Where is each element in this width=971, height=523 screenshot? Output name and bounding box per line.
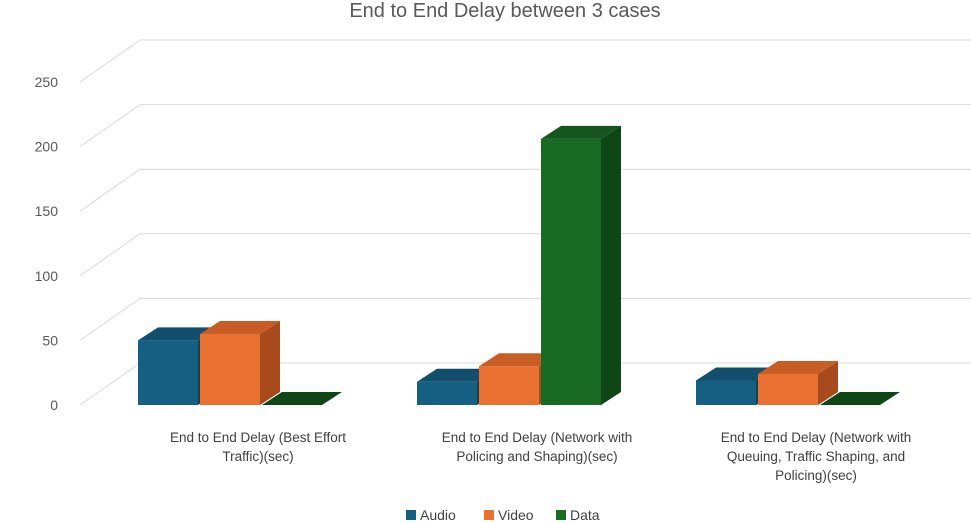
bar-front (417, 381, 477, 405)
category-label-2: End to End Delay (Network with Policing a… (442, 430, 633, 464)
y-tick-label: 150 (35, 203, 59, 219)
legend-swatch-video (484, 510, 494, 520)
bar-top (417, 368, 497, 382)
bar-side (260, 320, 280, 405)
gridline-slant-100 (79, 233, 141, 277)
y-tick-label: 200 (35, 139, 59, 155)
chart-title: End to End Delay between 3 cases (349, 0, 660, 22)
bar-side (601, 125, 621, 406)
gridline-slant-250 (79, 39, 141, 83)
bar-data-3 (820, 392, 900, 405)
gridline-slant-200 (79, 104, 141, 148)
bar-front (541, 138, 601, 405)
category-label-line: Policing)(sec) (775, 468, 857, 483)
bar-video-1 (200, 320, 280, 405)
legend-label-video: Video (498, 507, 534, 523)
y-tick-label: 50 (42, 332, 58, 348)
bar-top (820, 392, 900, 405)
bar-top (696, 367, 776, 381)
bars (138, 125, 900, 406)
category-label-3: End to End Delay (Network with Queuing, T… (721, 430, 912, 483)
bar-front (200, 333, 260, 405)
category-labels: End to End Delay (Best Effort Traffic)(se… (170, 430, 911, 483)
legend-swatch-data (556, 510, 566, 520)
bar-top (262, 392, 342, 405)
y-tick-label: 0 (50, 397, 58, 413)
bar-data-2 (541, 125, 621, 406)
legend-label-data: Data (570, 507, 600, 523)
y-tick-label: 250 (35, 74, 59, 90)
gridline-slant-150 (79, 168, 141, 212)
category-label-line: End to End Delay (Network with (442, 430, 633, 445)
bar-top (479, 353, 559, 367)
y-axis-ticks: 0 50 100 150 200 250 (35, 74, 59, 413)
category-label-line: End to End Delay (Network with (721, 430, 912, 445)
category-label-line: Queuing, Traffic Shaping, and (727, 449, 905, 464)
bar-top (138, 327, 218, 341)
bar-video-3 (758, 360, 838, 405)
gridline-slant-50 (79, 297, 141, 341)
bar-top (541, 125, 621, 139)
bar-front (696, 380, 756, 405)
legend-label-audio: Audio (420, 507, 456, 523)
category-label-line: End to End Delay (Best Effort (170, 430, 346, 445)
gridline-slant-0 (79, 362, 141, 406)
bar-top (758, 360, 838, 374)
bar-front (138, 340, 198, 405)
bar-top (200, 320, 280, 334)
legend: Audio Video Data (406, 507, 600, 523)
category-label-1: End to End Delay (Best Effort Traffic)(se… (170, 430, 346, 464)
bar-front (479, 366, 539, 405)
y-tick-label: 100 (35, 268, 59, 284)
category-label-line: Traffic)(sec) (222, 449, 293, 464)
bar-side (818, 360, 838, 405)
legend-swatch-audio (406, 510, 416, 520)
bar-data-1 (262, 392, 342, 405)
bar-front (758, 373, 818, 405)
category-label-line: Policing and Shaping)(sec) (456, 449, 617, 464)
